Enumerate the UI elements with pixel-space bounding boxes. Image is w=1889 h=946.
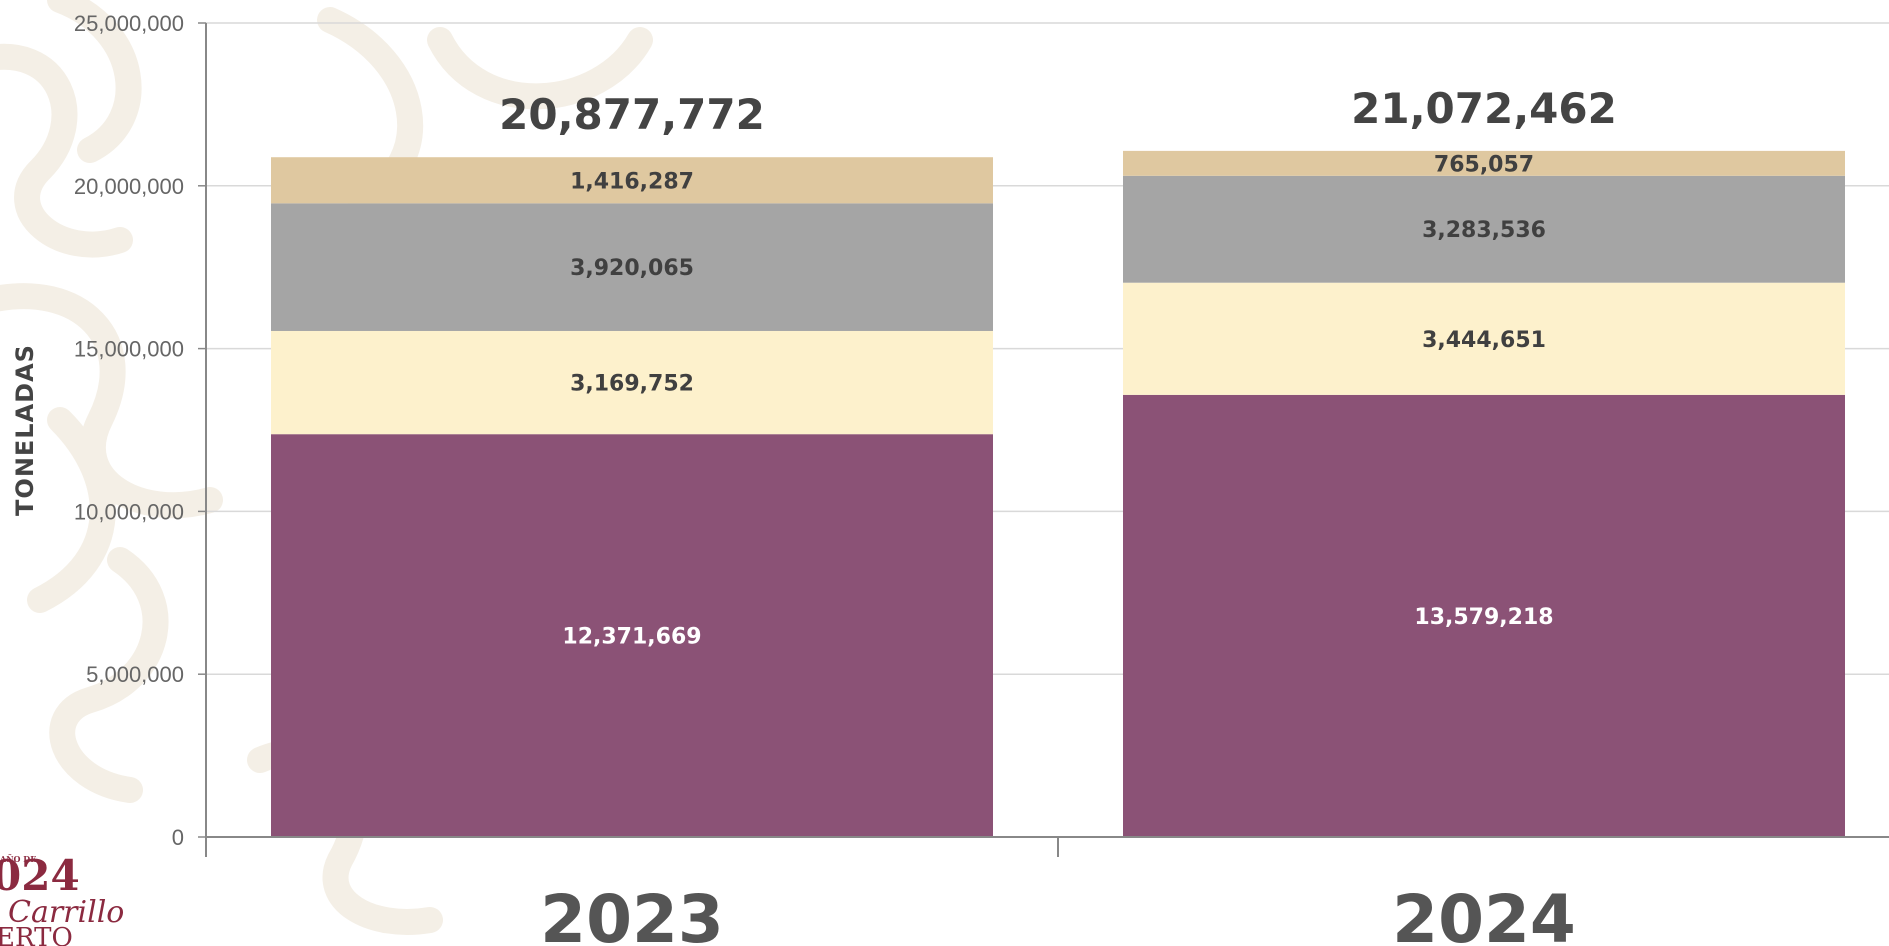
logo-year: 024 (0, 851, 80, 900)
x-category-label: 2024 (1392, 881, 1576, 946)
bar-segment (271, 203, 993, 331)
bar-segment (271, 434, 993, 837)
segment-value-label: 3,169,752 (570, 372, 694, 397)
segment-value-label: 1,416,287 (570, 169, 694, 194)
bar-segment (1123, 394, 1845, 837)
bar-segment (271, 157, 993, 204)
total-value-label: 20,877,772 (499, 90, 765, 139)
y-tick-label: 25,000,000 (74, 11, 184, 36)
bar-segment (1123, 150, 1845, 176)
y-tick-label: 10,000,000 (74, 499, 184, 524)
y-tick-label: 15,000,000 (74, 337, 184, 362)
segment-value-label: 3,283,536 (1422, 218, 1546, 243)
bars (271, 150, 1845, 837)
segment-value-label: 13,579,218 (1414, 605, 1553, 630)
axes (205, 23, 1889, 857)
segment-value-label: 765,057 (1434, 152, 1534, 177)
watermark-swirl (0, 283, 223, 519)
bar-segment (1123, 175, 1845, 283)
watermark-swirl (427, 27, 653, 110)
watermark-swirl (27, 407, 116, 613)
y-axis-ticks: 0 5,000,000 10,000,000 15,000,000 20,000,000… (74, 11, 206, 850)
y-tick-label: 20,000,000 (74, 174, 184, 199)
segment-labels: 12,371,669 3,169,752 3,920,065 1,416,287 13,… (562, 152, 1553, 649)
y-tick-label: 5,000,000 (86, 662, 184, 687)
logo-line3: ERTO (0, 923, 73, 946)
x-category-label: 2023 (540, 881, 724, 946)
category-labels: 2023 2024 (540, 881, 1576, 946)
logo-small-text: AÑO DE (0, 854, 36, 864)
watermark-swirl (49, 547, 169, 803)
bar-segment (1123, 282, 1845, 395)
total-labels: 20,877,772 21,072,462 (499, 84, 1617, 139)
watermark-swirl (0, 43, 133, 258)
y-axis-label: TONELADAS (11, 344, 39, 516)
watermark-swirl (47, 0, 142, 163)
logo-name: Carrillo (8, 895, 124, 930)
segment-value-label: 3,920,065 (570, 256, 694, 281)
total-value-label: 21,072,462 (1351, 84, 1617, 133)
segment-value-label: 12,371,669 (562, 625, 701, 650)
government-logo: AÑO DE 024 Carrillo ERTO (0, 851, 124, 946)
bar-segment (271, 330, 993, 435)
segment-value-label: 3,444,651 (1422, 328, 1546, 353)
y-tick-label: 0 (172, 825, 184, 850)
